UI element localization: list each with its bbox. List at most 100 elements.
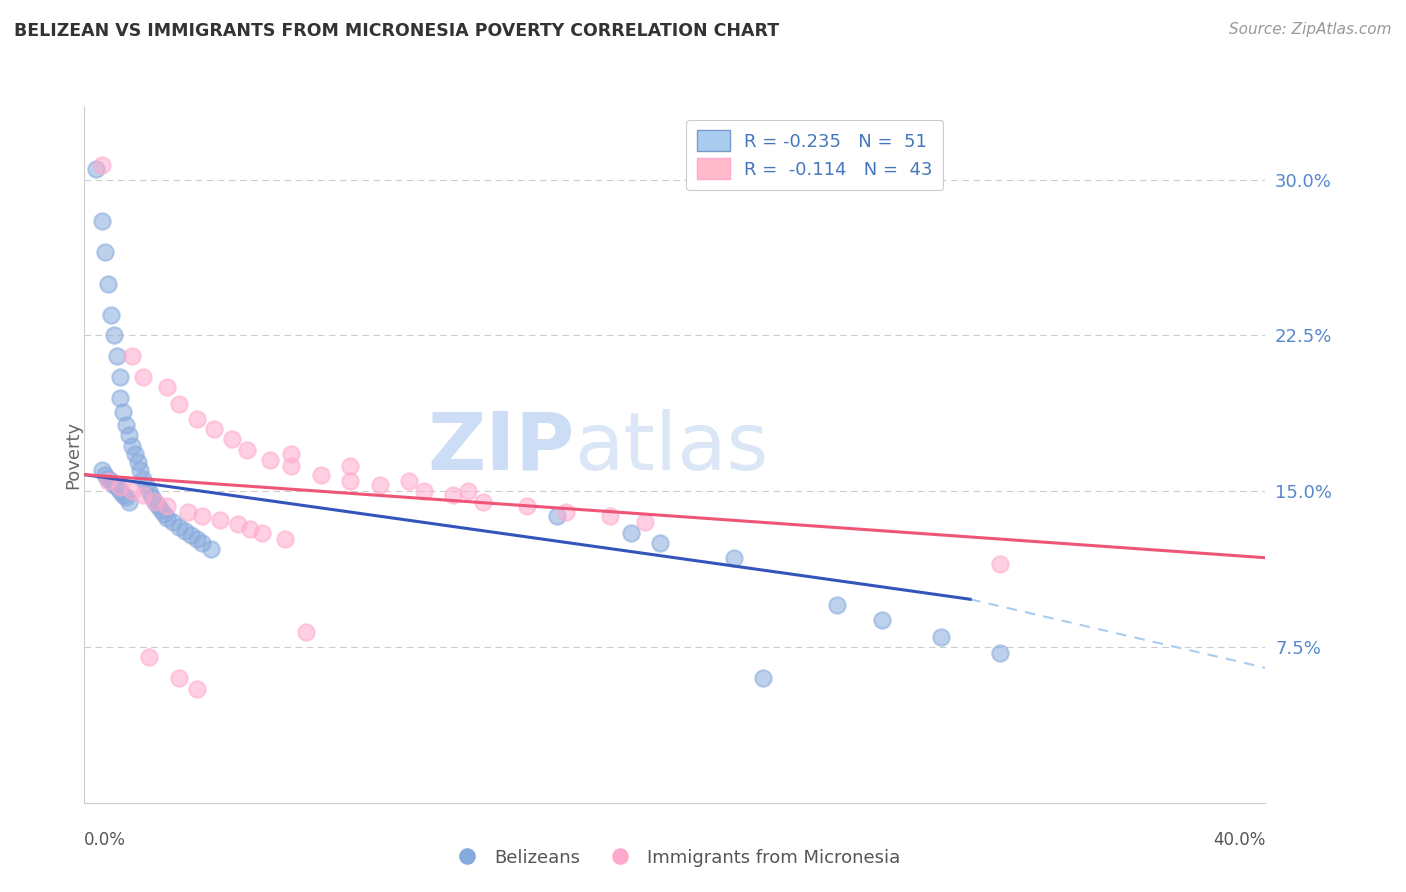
Point: [108, 370, 131, 384]
Point: [167, 671, 190, 685]
Point: [97, 277, 120, 291]
Point: [295, 625, 318, 640]
Point: [97, 474, 120, 488]
Point: [209, 513, 232, 527]
Point: [111, 488, 134, 502]
Point: [143, 494, 166, 508]
Point: [148, 499, 170, 513]
Point: [118, 428, 141, 442]
Point: [114, 417, 136, 432]
Point: [100, 474, 122, 488]
Y-axis label: Poverty: Poverty: [65, 421, 82, 489]
Point: [91, 214, 114, 228]
Point: [114, 491, 136, 505]
Point: [259, 453, 281, 467]
Point: [132, 488, 155, 502]
Point: [135, 478, 157, 492]
Point: [121, 349, 143, 363]
Point: [200, 542, 222, 557]
Point: [132, 472, 155, 486]
Point: [186, 411, 208, 425]
Point: [546, 509, 568, 524]
Point: [441, 488, 464, 502]
Text: 0.0%: 0.0%: [84, 830, 127, 848]
Text: ZIP: ZIP: [427, 409, 575, 487]
Point: [153, 507, 176, 521]
Point: [94, 245, 117, 260]
Point: [124, 447, 146, 461]
Point: [280, 459, 302, 474]
Point: [108, 484, 131, 499]
Point: [988, 646, 1011, 660]
Point: [274, 532, 297, 546]
Point: [870, 613, 893, 627]
Point: [186, 681, 208, 696]
Point: [121, 439, 143, 453]
Point: [723, 550, 745, 565]
Point: [239, 522, 262, 536]
Point: [108, 480, 131, 494]
Point: [339, 474, 361, 488]
Point: [339, 459, 361, 474]
Point: [127, 455, 149, 469]
Point: [186, 532, 208, 546]
Point: [156, 499, 179, 513]
Point: [105, 480, 128, 494]
Point: [91, 158, 114, 172]
Point: [309, 467, 332, 482]
Point: [250, 525, 273, 540]
Point: [516, 499, 538, 513]
Point: [177, 505, 200, 519]
Point: [156, 380, 179, 394]
Point: [156, 511, 179, 525]
Point: [648, 536, 672, 550]
Point: [599, 509, 621, 524]
Point: [167, 397, 190, 411]
Point: [413, 484, 436, 499]
Point: [105, 349, 128, 363]
Point: [554, 505, 576, 519]
Point: [103, 478, 125, 492]
Point: [141, 491, 163, 505]
Point: [143, 494, 166, 508]
Point: [108, 391, 131, 405]
Point: [191, 536, 214, 550]
Point: [91, 463, 114, 477]
Point: [138, 484, 160, 499]
Point: [202, 422, 225, 436]
Text: BELIZEAN VS IMMIGRANTS FROM MICRONESIA POVERTY CORRELATION CHART: BELIZEAN VS IMMIGRANTS FROM MICRONESIA P…: [14, 22, 779, 40]
Point: [280, 447, 302, 461]
Text: 40.0%: 40.0%: [1213, 830, 1265, 848]
Point: [221, 433, 243, 447]
Point: [191, 509, 214, 524]
Point: [121, 484, 143, 499]
Point: [150, 503, 173, 517]
Point: [398, 474, 420, 488]
Point: [84, 162, 107, 177]
Point: [129, 463, 152, 477]
Point: [472, 494, 495, 508]
Point: [634, 516, 657, 530]
Point: [226, 517, 249, 532]
Text: atlas: atlas: [575, 409, 769, 487]
Point: [94, 467, 117, 482]
Point: [103, 328, 125, 343]
Point: [457, 484, 479, 499]
Point: [619, 525, 641, 540]
Text: Source: ZipAtlas.com: Source: ZipAtlas.com: [1229, 22, 1392, 37]
Point: [180, 528, 202, 542]
Point: [111, 405, 134, 419]
Point: [752, 671, 775, 685]
Legend: Belizeans, Immigrants from Micronesia: Belizeans, Immigrants from Micronesia: [441, 841, 908, 874]
Point: [827, 599, 849, 613]
Point: [929, 630, 952, 644]
Point: [162, 516, 184, 530]
Point: [236, 442, 259, 457]
Point: [988, 557, 1011, 571]
Point: [118, 494, 141, 508]
Point: [167, 519, 190, 533]
Point: [138, 650, 160, 665]
Point: [100, 308, 122, 322]
Point: [173, 524, 195, 538]
Point: [368, 478, 391, 492]
